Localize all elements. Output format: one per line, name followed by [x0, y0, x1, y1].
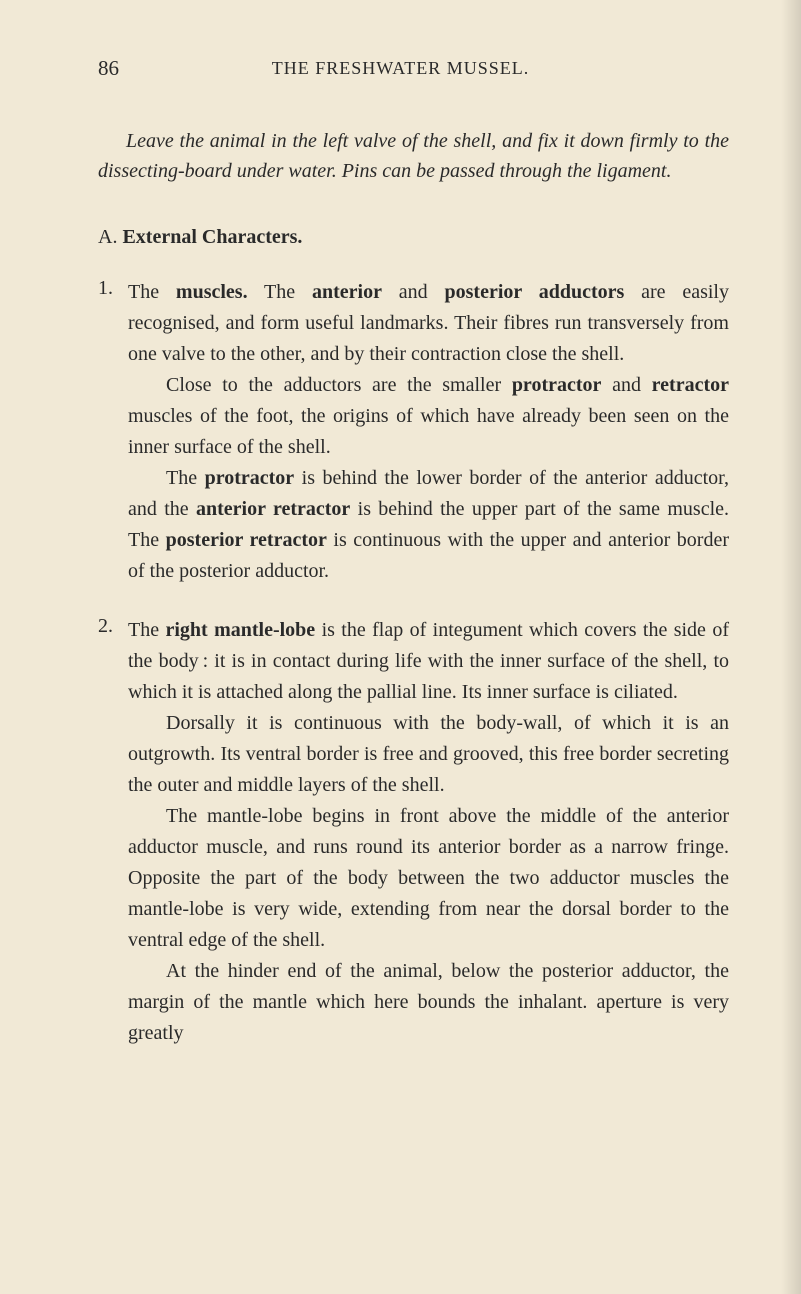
term-muscles: muscles. — [176, 281, 248, 303]
text: The — [166, 467, 205, 489]
paragraph: The mantle-lobe begins in front above th… — [128, 801, 729, 956]
paragraph: The muscles. The anterior and posterior … — [128, 277, 729, 370]
intro-paragraph: Leave the animal in the left valve of th… — [98, 126, 729, 186]
text: and — [382, 281, 445, 303]
paragraph: Close to the adductors are the smaller p… — [128, 370, 729, 463]
page-content: Leave the animal in the left valve of th… — [98, 126, 729, 1049]
term-protractor: protractor — [512, 374, 602, 396]
term-retractor: retractor — [652, 374, 729, 396]
text: and — [601, 374, 651, 396]
page-edge-shadow — [781, 0, 801, 1294]
section-title: External Characters. — [122, 226, 302, 248]
term-anterior-retractor: anterior retractor — [196, 498, 350, 520]
text: The — [128, 619, 165, 641]
term-protractor: protractor — [205, 467, 295, 489]
text: The — [128, 281, 176, 303]
paragraph: Dorsally it is continuous with the body-… — [128, 708, 729, 801]
list-item-2: 2. The right mantle-lobe is the flap of … — [98, 615, 729, 1049]
paragraph: The right mantle-lobe is the flap of int… — [128, 615, 729, 708]
item-number: 1. — [98, 277, 128, 587]
section-letter: A. — [98, 226, 117, 248]
term-right-mantle-lobe: right mantle-lobe — [165, 619, 315, 641]
text: Close to the adductors are the smaller — [166, 374, 512, 396]
text: The — [248, 281, 312, 303]
intro-line: be passed through the ligament. — [416, 160, 671, 182]
term-posterior-retractor: posterior retractor — [166, 529, 327, 551]
paragraph: At the hinder end of the animal, below t… — [128, 956, 729, 1049]
term-posterior-adductors: posterior adductors — [445, 281, 625, 303]
item-body: The muscles. The anterior and posterior … — [128, 277, 729, 587]
term-anterior: anterior — [312, 281, 382, 303]
list-item-1: 1. The muscles. The anterior and posteri… — [98, 277, 729, 587]
item-body: The right mantle-lobe is the flap of int… — [128, 615, 729, 1049]
running-header: THE FRESHWATER MUSSEL. — [0, 58, 801, 79]
intro-line: Leave the animal in the left valve of th… — [126, 130, 575, 152]
text: muscles of the foot, the origins of whic… — [128, 405, 729, 458]
item-number: 2. — [98, 615, 128, 1049]
paragraph: The protractor is behind the lower borde… — [128, 463, 729, 587]
section-header: A. External Characters. — [98, 226, 729, 249]
